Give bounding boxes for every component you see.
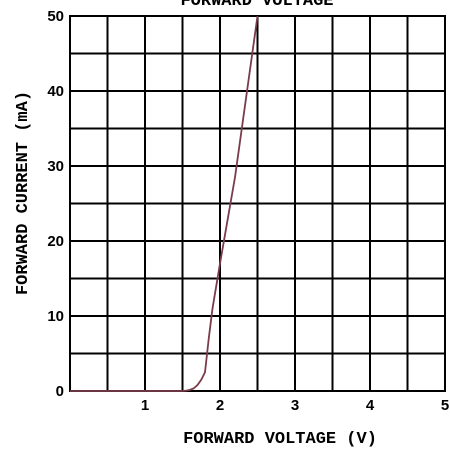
chart-series xyxy=(70,15,259,392)
chart-grid xyxy=(70,16,445,391)
y-tick-label: 50 xyxy=(47,8,64,25)
y-tick-label: 10 xyxy=(47,308,64,325)
x-tick-label: 3 xyxy=(291,397,299,414)
x-tick-label: 2 xyxy=(216,397,224,414)
x-tick-labels: 1 2 3 4 5 xyxy=(141,397,449,414)
y-tick-label: 30 xyxy=(47,158,64,175)
chart-title: FORWARD VOLTAGE xyxy=(180,0,333,11)
y-tick-label: 0 xyxy=(56,383,64,400)
y-axis-label: FORWARD CURRENT (mA) xyxy=(14,91,33,295)
y-tick-label: 40 xyxy=(47,83,64,100)
x-tick-label: 4 xyxy=(366,397,375,414)
y-tick-labels: 0 10 20 30 40 50 xyxy=(47,8,64,400)
series-line xyxy=(70,15,259,392)
y-tick-label: 20 xyxy=(47,233,64,250)
x-tick-label: 1 xyxy=(141,397,149,414)
x-axis-label: FORWARD VOLTAGE (V) xyxy=(183,430,377,449)
x-tick-label: 5 xyxy=(441,397,449,414)
